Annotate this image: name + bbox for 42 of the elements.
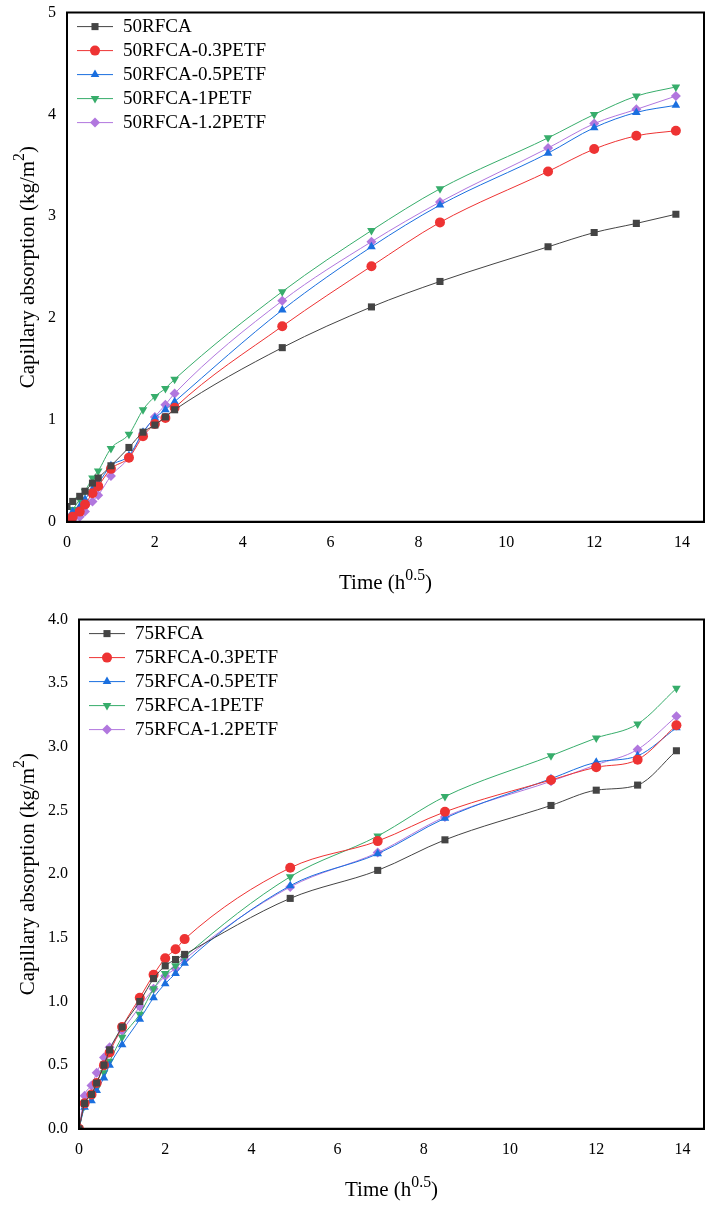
x-tick-label: 6 [326,532,335,550]
y-tick-label: 2.0 [48,864,68,882]
y-tick-label: 4.0 [48,609,68,627]
legend-label: 75RFCA-0.3PETF [135,645,279,667]
legend-label: 50RFCA-0.5PETF [123,62,267,84]
y-tick-label: 2 [48,308,56,326]
x-tick-label: 14 [674,532,691,550]
x-tick-label: 2 [161,1139,170,1157]
y-axis-title: Capillary absorption (kg/m2) [9,753,39,996]
x-tick-label: 4 [247,1139,256,1157]
y-tick-label: 0.5 [48,1055,68,1073]
x-tick-label: 4 [238,532,247,550]
x-tick-label: 12 [586,532,603,550]
legend-label: 50RFCA-1.2PETF [123,110,267,132]
legend-label: 75RFCA [135,621,204,643]
y-tick-label: 3.0 [48,737,68,755]
y-tick-label: 1.0 [48,991,68,1009]
legend-label: 75RFCA-1PETF [135,693,264,715]
y-tick-label: 3 [48,206,56,224]
x-tick-label: 0 [75,1139,83,1157]
y-tick-label: 0 [48,512,56,529]
y-tick-label: 1 [48,410,56,428]
x-tick-label: 2 [150,532,159,550]
y-axis-title: Capillary absorption (kg/m2) [9,146,39,389]
legend-label: 75RFCA-1.2PETF [135,717,279,739]
y-tick-label: 4 [48,104,56,122]
x-tick-label: 8 [414,532,423,550]
legend-label: 75RFCA-0.5PETF [135,669,279,691]
y-tick-label: 3.5 [48,673,68,691]
y-tick-label: 0.0 [48,1119,68,1136]
x-tick-label: 10 [502,1139,519,1157]
x-tick-label: 8 [419,1139,428,1157]
x-tick-label: 10 [498,532,515,550]
x-tick-label: 14 [674,1139,691,1157]
y-tick-label: 1.5 [48,928,68,946]
legend-label: 50RFCA-0.3PETF [123,38,267,60]
legend-label: 50RFCA [123,14,192,36]
x-tick-label: 12 [588,1139,605,1157]
y-tick-label: 5 [48,2,56,20]
y-tick-label: 2.5 [48,800,68,818]
legend-label: 50RFCA-1PETF [123,86,252,108]
x-tick-label: 6 [333,1139,342,1157]
